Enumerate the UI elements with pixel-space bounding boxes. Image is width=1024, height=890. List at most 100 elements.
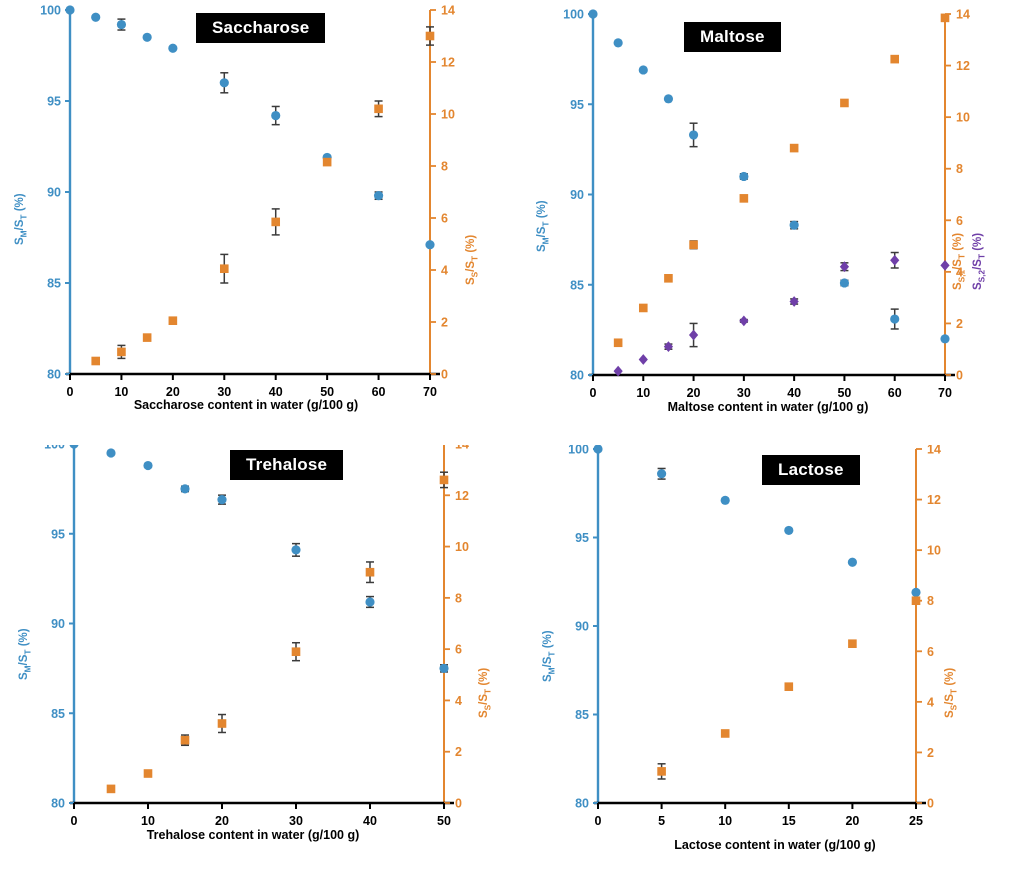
data-point	[142, 333, 152, 342]
data-point	[143, 769, 153, 778]
y-tick-right: 4	[956, 265, 963, 279]
marker-diamond	[789, 296, 799, 307]
y-axis-label-left-saccharose: SM/ST (%)	[14, 193, 29, 245]
x-tick: 0	[595, 814, 602, 828]
data-point	[720, 495, 730, 505]
data-point	[911, 596, 921, 606]
y-tick-right: 6	[927, 645, 934, 659]
y-axis-label-right-trehalose: SS/ST (%)	[478, 667, 493, 718]
y-axis-label-right2-maltose: SS,2/ST (%)	[972, 232, 987, 290]
data-point	[168, 43, 178, 53]
y-tick-right: 0	[927, 797, 934, 811]
y-tick-left: 85	[570, 278, 584, 292]
x-tick: 10	[114, 385, 128, 399]
data-point	[613, 338, 623, 348]
y-tick-right: 0	[455, 797, 462, 811]
data-point	[117, 344, 126, 360]
data-point	[91, 356, 101, 366]
marker-circle	[789, 220, 799, 230]
marker-circle	[180, 484, 190, 494]
marker-circle	[91, 12, 101, 22]
x-tick: 60	[888, 386, 902, 400]
y-tick-left: 100	[40, 4, 61, 18]
data-point	[180, 484, 190, 494]
data-point	[106, 784, 116, 794]
marker-square	[322, 157, 332, 167]
x-axis-label-trehalose: Trehalose content in water (g/100 g)	[146, 828, 360, 842]
y-tick-left: 100	[563, 8, 584, 22]
data-point	[168, 316, 178, 325]
marker-diamond	[663, 341, 674, 353]
marker-circle	[291, 545, 301, 555]
data-point	[848, 639, 857, 648]
y-tick-left: 85	[575, 708, 589, 722]
marker-square	[784, 682, 794, 691]
marker-diamond	[890, 254, 900, 266]
marker-circle	[65, 5, 75, 15]
data-point	[180, 734, 190, 747]
marker-square	[638, 303, 648, 313]
marker-circle	[940, 334, 950, 344]
y-tick-left: 95	[47, 95, 61, 109]
x-tick: 20	[687, 386, 701, 400]
x-tick: 10	[636, 386, 650, 400]
data-point	[789, 143, 799, 153]
data-point	[890, 54, 900, 64]
y-tick-left: 95	[51, 527, 65, 541]
y-tick-left: 85	[47, 277, 61, 291]
marker-circle	[373, 191, 384, 201]
data-point	[106, 448, 116, 458]
y-tick-left: 100	[568, 445, 589, 457]
data-point	[739, 315, 749, 327]
panel-maltose: 80 85 90 95 100 0 2 4 6 8 10 12 14 0 10 20 30 40 50 60 70 Ma…	[512, 0, 1024, 445]
panel-lactose: 80 85 90 95 100 0 2 4 6 8 10 12 14 0 5 10 15 20 25 Lactose…	[512, 445, 1024, 890]
marker-square	[840, 98, 849, 108]
data-point	[839, 278, 850, 288]
data-point	[940, 260, 950, 271]
data-point	[789, 296, 799, 307]
y-tick-left: 95	[570, 98, 584, 112]
data-point	[91, 12, 101, 22]
x-tick: 50	[437, 814, 451, 828]
data-point	[69, 445, 79, 449]
marker-square	[789, 143, 799, 153]
marker-circle	[142, 32, 152, 42]
data-point	[638, 354, 648, 365]
data-point	[940, 13, 950, 23]
y-tick-right: 14	[455, 445, 469, 452]
marker-square	[374, 104, 383, 114]
panel-title-trehalose: Trehalose	[230, 450, 344, 480]
y-tick-right: 2	[956, 317, 963, 331]
y-tick-right: 6	[455, 643, 462, 657]
marker-circle	[425, 240, 435, 250]
data-point	[890, 251, 900, 269]
x-tick: 25	[909, 814, 923, 828]
data-point	[291, 542, 301, 557]
y-tick-left: 80	[570, 369, 584, 383]
data-point	[613, 365, 623, 377]
x-tick: 40	[787, 386, 801, 400]
data-point	[271, 105, 281, 126]
x-tick: 20	[215, 814, 229, 828]
y-tick-right: 6	[956, 214, 963, 228]
y-tick-right: 10	[441, 108, 455, 122]
data-point	[638, 65, 648, 75]
y-tick-left: 90	[51, 617, 65, 631]
marker-square	[219, 264, 229, 273]
data-point	[784, 525, 794, 536]
marker-circle	[593, 445, 603, 454]
panel-saccharose: 80 85 90 95 100 0 2 4 6 8 10 12 14 0 10 20 30 40 50 60 70 Sa…	[0, 0, 512, 445]
y-tick-right: 8	[956, 162, 963, 176]
data-point	[142, 32, 152, 42]
marker-circle	[911, 587, 921, 597]
data-point	[365, 561, 375, 584]
y-tick-left: 85	[51, 707, 65, 721]
data-point	[374, 100, 383, 118]
marker-circle	[663, 94, 674, 104]
data-point	[739, 171, 749, 182]
marker-square	[271, 217, 281, 227]
data-point	[322, 157, 332, 167]
marker-circle	[739, 171, 749, 182]
y-tick-right: 0	[441, 368, 448, 382]
data-point	[840, 98, 849, 108]
